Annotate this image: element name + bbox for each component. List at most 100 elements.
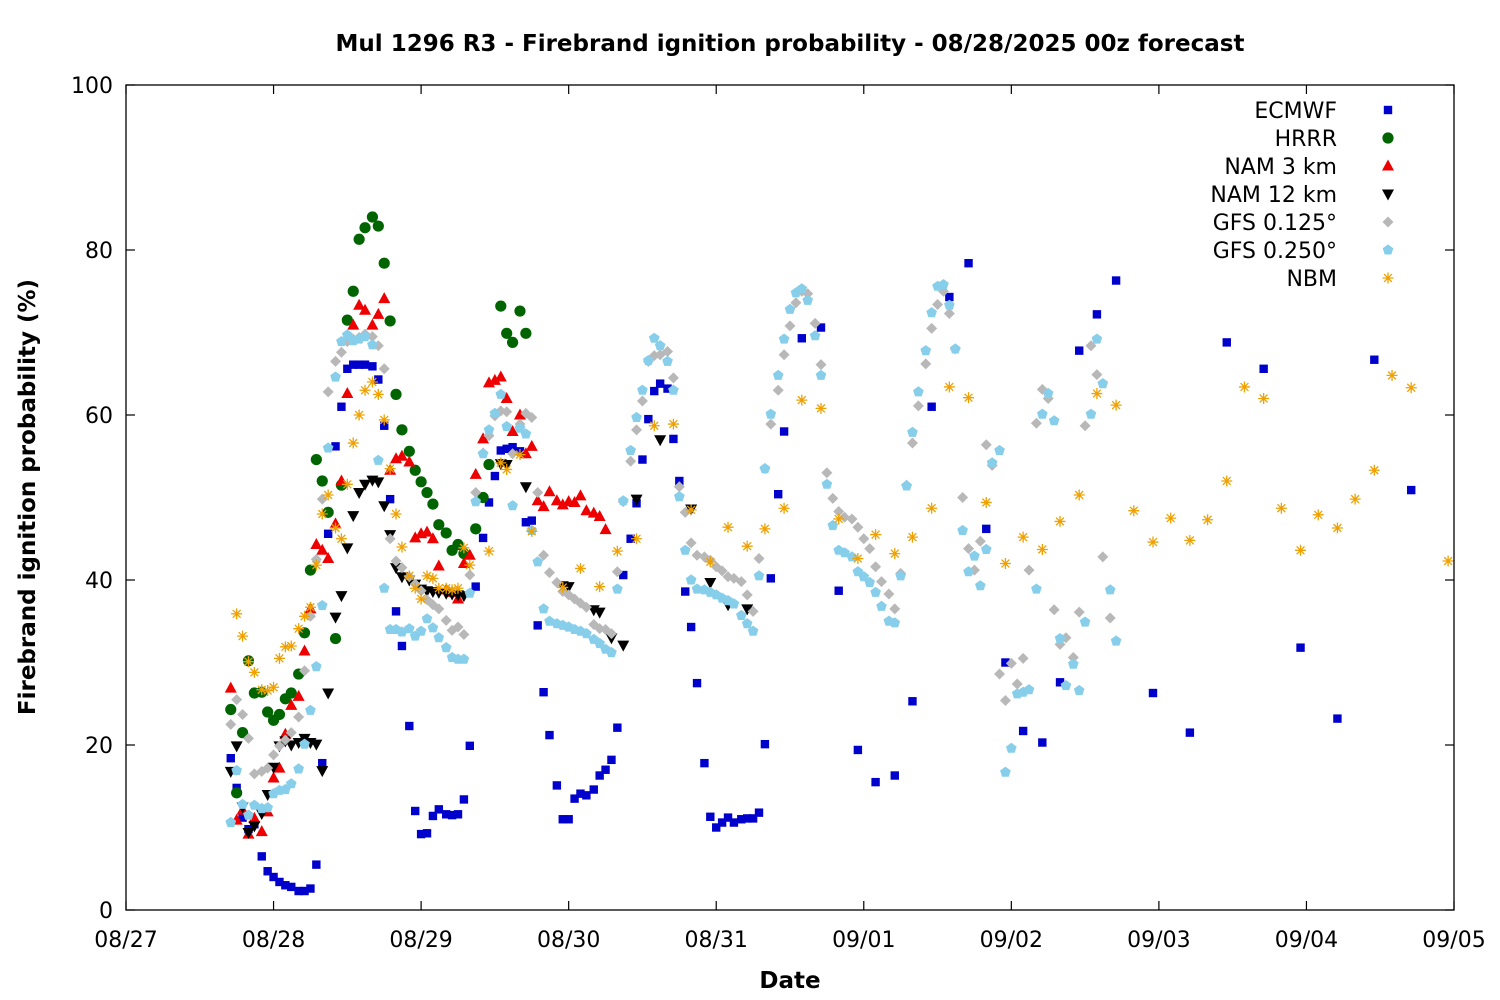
data-point [527, 516, 536, 525]
x-axis-label: Date [759, 968, 820, 994]
data-point [1110, 635, 1122, 646]
data-point [411, 806, 420, 816]
data-point [778, 333, 790, 344]
data-point [662, 345, 674, 357]
data-point [994, 444, 1005, 455]
data-point [723, 813, 733, 822]
data-point [390, 508, 402, 520]
data-point [650, 386, 659, 396]
data-point [531, 494, 544, 506]
data-point [471, 582, 480, 591]
data-point [969, 550, 980, 561]
data-point [636, 395, 648, 407]
data-point [943, 308, 955, 320]
data-point [335, 591, 348, 603]
data-point [440, 582, 452, 594]
data-point [870, 561, 882, 573]
data-point [422, 829, 432, 838]
data-point [329, 632, 342, 645]
chart-title: Mul 1296 R3 - Firebrand ignition probabi… [336, 31, 1245, 57]
data-point [980, 543, 992, 554]
data-point [538, 603, 549, 614]
data-point [994, 668, 1006, 680]
data-point [396, 541, 408, 553]
data-point [644, 414, 653, 424]
data-point [685, 574, 697, 585]
data-point [631, 533, 643, 545]
data-point [772, 369, 784, 380]
data-point [834, 586, 843, 595]
data-point [494, 370, 507, 382]
data-point [943, 381, 955, 393]
data-point [717, 818, 727, 827]
data-point [876, 600, 887, 611]
data-point [580, 504, 593, 516]
data-point [963, 392, 975, 404]
data-point [470, 496, 481, 507]
data-point [906, 437, 918, 449]
data-point [304, 564, 317, 576]
data-point [292, 689, 305, 701]
data-point [446, 584, 458, 596]
data-point [514, 449, 526, 461]
data-point [1023, 564, 1035, 576]
data-point [833, 506, 845, 518]
data-point [999, 558, 1011, 569]
data-point [655, 379, 665, 388]
data-point [691, 583, 703, 594]
data-point [722, 521, 734, 533]
data-point [889, 548, 901, 560]
data-point [654, 435, 667, 447]
data-point [273, 708, 286, 721]
data-point [1331, 522, 1343, 534]
data-point [374, 375, 383, 384]
data-point [514, 422, 526, 433]
data-point [741, 540, 753, 552]
data-point [589, 785, 598, 794]
data-point [1075, 346, 1084, 355]
data-point [1110, 399, 1122, 411]
data-point [625, 444, 636, 455]
data-point [1368, 464, 1380, 476]
data-point [501, 463, 513, 475]
data-point [982, 524, 991, 534]
data-point [242, 732, 254, 744]
data-point [964, 259, 973, 268]
data-point [225, 703, 237, 716]
data-point [483, 545, 495, 557]
data-point [568, 495, 581, 507]
data-point [409, 464, 421, 476]
data-point [552, 781, 562, 790]
data-point [366, 331, 378, 343]
plot-points [224, 211, 1454, 896]
data-point [427, 572, 439, 584]
data-point [390, 388, 402, 400]
data-point [815, 359, 827, 371]
x-tick-label: 08/30 [537, 928, 600, 953]
data-point [1407, 485, 1416, 495]
data-point [490, 471, 500, 481]
data-point [796, 283, 808, 294]
data-point [594, 581, 606, 593]
data-point [883, 588, 895, 600]
data-point [483, 458, 495, 471]
data-point [875, 576, 887, 588]
data-point [729, 818, 739, 827]
data-point [464, 587, 476, 598]
data-point [1073, 684, 1085, 696]
data-point [373, 454, 384, 465]
series-gfs-0-250 [225, 279, 1122, 828]
data-point [1386, 369, 1398, 381]
data-point [612, 583, 623, 594]
data-point [743, 814, 752, 823]
data-point [846, 513, 858, 525]
data-point [833, 513, 845, 525]
data-point [225, 718, 237, 730]
data-point [815, 402, 827, 414]
data-point [508, 442, 517, 452]
data-point [870, 586, 881, 597]
data-point [963, 543, 975, 555]
data-point [255, 825, 268, 837]
data-point [679, 544, 691, 555]
